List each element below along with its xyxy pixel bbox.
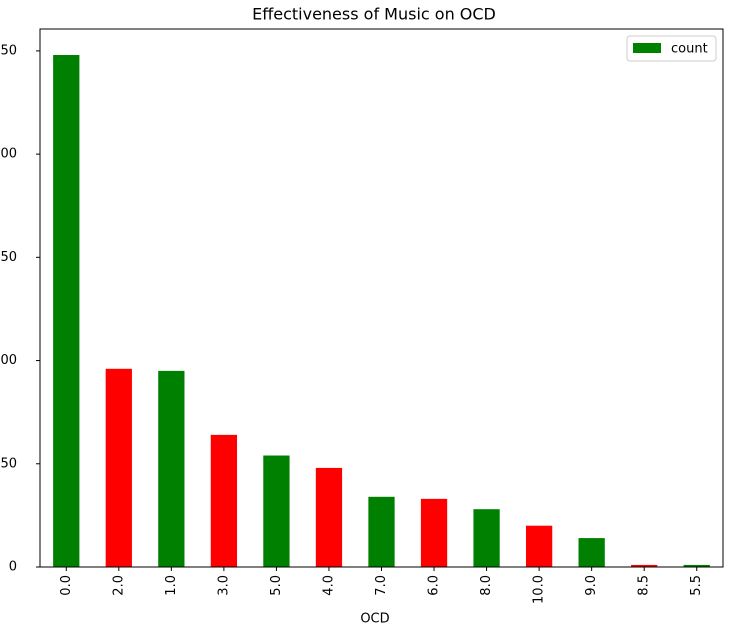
bar (158, 370, 185, 567)
chart-title: Effectiveness of Music on OCD (252, 5, 496, 24)
bar (263, 455, 290, 567)
y-tick-label: 250 (0, 43, 17, 58)
bar (315, 467, 343, 567)
x-tick-label: 9.0 (584, 575, 599, 596)
bar (683, 564, 710, 567)
x-tick-label: 7.0 (374, 575, 389, 596)
x-tick-label: 2.0 (111, 575, 126, 596)
bar (420, 498, 448, 567)
y-tick-label: 50 (0, 456, 17, 471)
x-axis-label: OCD (360, 612, 389, 627)
x-tick-label: 5.0 (269, 575, 284, 596)
x-tick-label: 8.0 (479, 575, 494, 596)
bar (53, 55, 80, 568)
plot-frame (39, 28, 724, 568)
x-tick-label: 5.5 (689, 575, 704, 596)
y-tick-label: 100 (0, 353, 17, 368)
bar (525, 525, 553, 567)
y-tick-label: 0 (9, 560, 17, 575)
bar (578, 538, 605, 567)
x-tick-label: 0.0 (59, 575, 74, 596)
x-tick-label: 4.0 (321, 575, 336, 596)
x-tick-label: 1.0 (164, 575, 179, 596)
bar (210, 434, 238, 567)
y-tick-label: 150 (0, 250, 17, 265)
x-tick-label: 8.5 (637, 575, 652, 596)
legend-swatch (633, 43, 661, 53)
x-tick-label: 6.0 (427, 575, 442, 596)
legend-box (626, 35, 717, 62)
bar (368, 496, 395, 567)
bar (105, 368, 132, 567)
bar (473, 509, 500, 567)
x-tick-label: 3.0 (216, 575, 231, 596)
legend-label: count (671, 42, 708, 57)
bar (631, 564, 658, 567)
x-tick-label: 10.0 (532, 575, 547, 604)
y-tick-label: 200 (0, 147, 17, 162)
